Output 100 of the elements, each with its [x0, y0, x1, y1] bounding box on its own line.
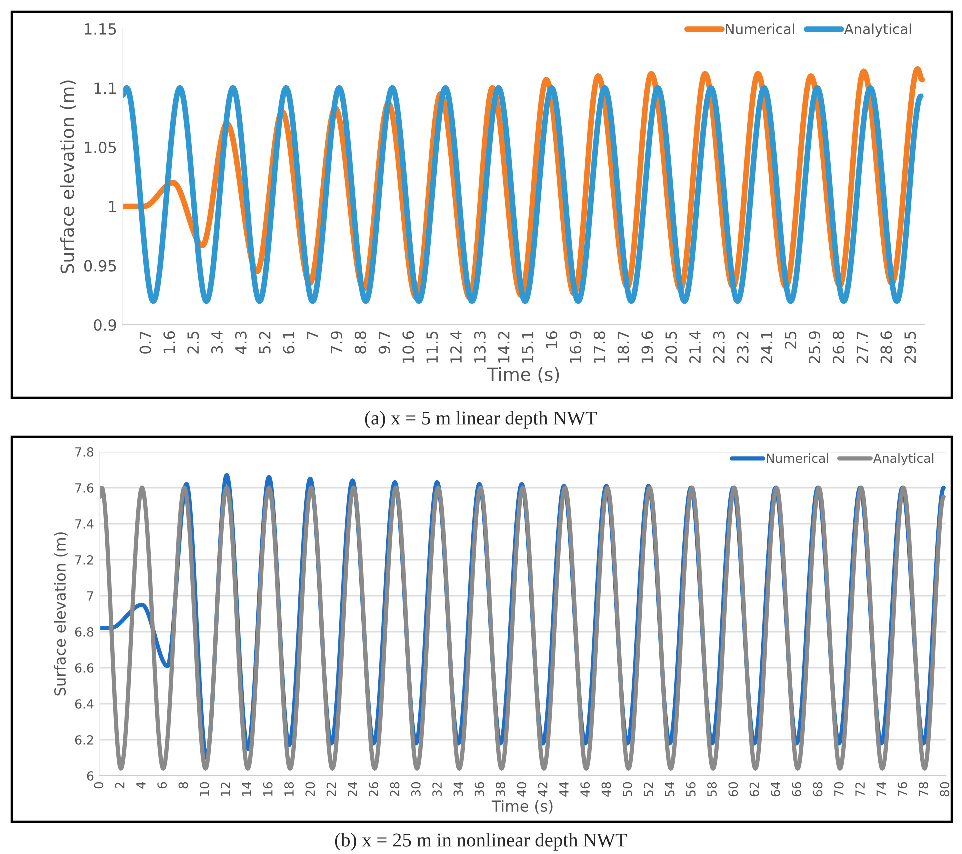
- legend-label: Numerical: [767, 454, 828, 464]
- x-tick-label: 0: [94, 782, 104, 789]
- y-tick-label: 6: [87, 771, 94, 781]
- x-tick-label: 72: [856, 782, 865, 796]
- x-tick-label: 24: [348, 782, 358, 797]
- x-tick-label: 3.4: [211, 331, 224, 354]
- x-tick-label: 56: [686, 782, 696, 796]
- x-tick-label: 62: [750, 782, 760, 797]
- y-tick-label: 7.2: [76, 555, 94, 565]
- x-tick-label: 6: [158, 782, 168, 789]
- x-tick-label: 18: [284, 782, 294, 796]
- x-tick-label: 48: [602, 782, 612, 797]
- x-tick-label: 66: [792, 782, 802, 797]
- x-tick-label: 8: [178, 782, 188, 789]
- y-tick-label: 1.1: [94, 82, 116, 94]
- x-tick-label: 25.9: [808, 332, 821, 364]
- y-tick-label: 7.4: [76, 520, 94, 529]
- x-tick-label: 9.7: [378, 332, 390, 354]
- y-axis-title: Surface elevation (m): [60, 80, 76, 274]
- y-tick-label: 0.9: [94, 319, 116, 332]
- x-tick-label: 17.8: [594, 332, 606, 363]
- x-tick-label: 60: [728, 782, 738, 797]
- x-tick-label: 50: [622, 782, 632, 796]
- x-tick-label: 14.2: [498, 332, 510, 363]
- y-tick-label: 7: [88, 592, 94, 601]
- x-tick-label: 11.5: [426, 332, 438, 363]
- x-tick-label: 2.5: [188, 332, 200, 354]
- x-tick-label: 27.7: [856, 332, 868, 364]
- x-tick-label: 4.3: [235, 332, 247, 354]
- x-tick-label: 14: [242, 782, 252, 796]
- text: (a) x = 5 m linear depth NWT: [365, 411, 598, 429]
- x-tick-label: 22.3: [713, 332, 725, 364]
- x-tick-label: 44: [560, 782, 569, 797]
- x-tick-label: 13.3: [474, 332, 486, 363]
- x-tick-label: 7.9: [330, 332, 343, 354]
- y-tick-label: 6.8: [75, 627, 94, 637]
- y-tick-label: 1: [109, 201, 116, 212]
- y-tick-label: 7.8: [76, 447, 94, 457]
- x-tick-label: 2: [115, 782, 125, 789]
- x-tick-label: 29.5: [904, 332, 916, 364]
- x-tick-label: 10: [200, 782, 210, 796]
- x-tick-label: 46: [580, 782, 590, 797]
- y-axis-title: Surface elevation (m): [54, 532, 68, 696]
- y-tick-label: 0.95: [84, 260, 116, 272]
- x-tick-label: 40: [517, 782, 527, 797]
- x-tick-label: 20.5: [666, 332, 678, 364]
- x-tick-label: 38: [496, 782, 506, 797]
- x-tick-label: 15.1: [522, 332, 534, 363]
- x-tick-label: 76: [898, 782, 908, 796]
- x-tick-label: 34: [454, 782, 464, 797]
- x-tick-label: 25: [785, 332, 797, 349]
- x-tick-label: 6.1: [283, 332, 295, 354]
- x-tick-label: 20: [306, 782, 316, 797]
- x-tick-label: 58: [708, 782, 717, 796]
- x-tick-label: 1.6: [164, 332, 176, 354]
- x-tick-label: 26: [369, 782, 379, 797]
- x-tick-label: 36: [474, 782, 484, 797]
- legend-label: Analytical: [873, 454, 934, 466]
- x-tick-label: 32: [432, 782, 442, 797]
- x-tick-label: 80: [940, 782, 950, 797]
- x-tick-label: 30: [411, 782, 421, 797]
- x-tick-label: 24.1: [761, 332, 773, 364]
- x-tick-label: 7: [307, 332, 318, 340]
- x-tick-label: 28: [390, 782, 400, 797]
- x-tick-label: 42: [538, 782, 548, 797]
- x-tick-label: 78: [919, 782, 928, 796]
- x-axis-title: Time (s): [487, 367, 560, 384]
- x-tick-label: 28.6: [880, 332, 892, 364]
- x-tick-label: 8.8: [354, 332, 366, 354]
- x-tick-label: 12: [221, 782, 230, 796]
- x-tick-label: 70: [834, 782, 844, 796]
- text: (b) x = 25 m in nonlinear depth NWT: [335, 833, 628, 851]
- x-tick-label: 68: [813, 782, 823, 797]
- x-tick-label: 4: [136, 782, 146, 789]
- x-tick-label: 21.4: [689, 331, 701, 364]
- x-tick-label: 16.9: [570, 332, 582, 363]
- x-axis-title: Time (s): [492, 800, 553, 814]
- x-tick-label: 52: [644, 782, 654, 796]
- y-tick-label: 6.2: [75, 735, 94, 745]
- y-tick-label: 1.15: [85, 24, 116, 36]
- x-tick-label: 18.7: [618, 332, 630, 363]
- x-tick-label: 22: [326, 782, 336, 797]
- x-tick-label: 5.2: [259, 332, 271, 354]
- x-tick-label: 12.4: [450, 331, 462, 363]
- x-tick-label: 10.6: [402, 332, 414, 363]
- x-tick-label: 23.2: [737, 332, 749, 364]
- x-tick-label: 54: [665, 782, 675, 796]
- x-tick-label: 0.7: [140, 332, 152, 354]
- x-tick-label: 16: [263, 782, 273, 796]
- y-tick-label: 6.6: [75, 663, 94, 673]
- y-tick-label: 1.05: [85, 142, 116, 154]
- y-tick-label: 7.6: [76, 483, 94, 493]
- x-tick-label: 19.6: [642, 332, 654, 363]
- x-tick-label: 74: [876, 782, 886, 796]
- x-tick-label: 26.8: [832, 332, 844, 364]
- x-tick-label: 64: [770, 782, 780, 797]
- x-tick-label: 16: [546, 332, 558, 348]
- legend-label: Analytical: [844, 24, 912, 38]
- legend-label: Numerical: [726, 24, 794, 34]
- y-tick-label: 6.4: [75, 699, 94, 709]
